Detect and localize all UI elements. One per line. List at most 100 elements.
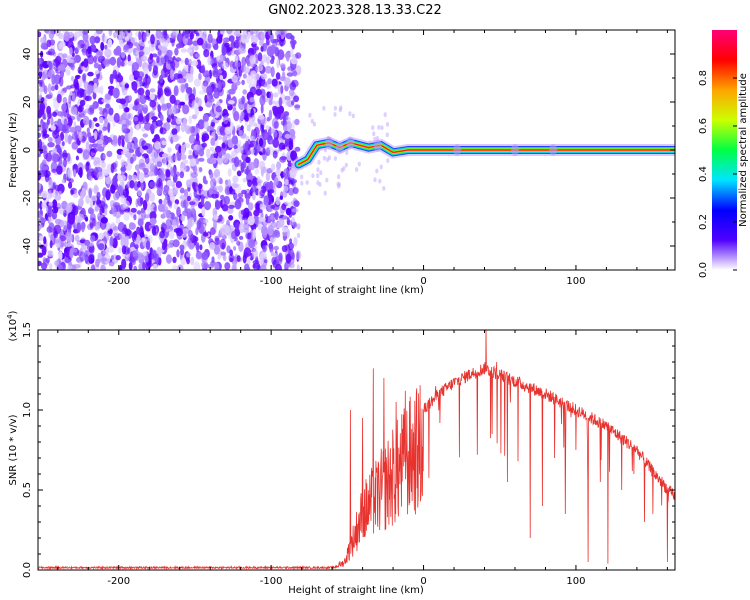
noise-speckle <box>258 115 265 120</box>
noise-speckle <box>297 233 300 238</box>
noise-speckle <box>90 36 96 45</box>
noise-speckle <box>270 33 274 43</box>
noise-speckle <box>189 59 192 67</box>
noise-speckle <box>254 169 259 175</box>
noise-speckle <box>85 195 90 204</box>
noise-speckle <box>85 217 88 222</box>
noise-speckle <box>262 245 267 253</box>
noise-speckle <box>270 237 274 243</box>
noise-speckle <box>286 51 290 62</box>
noise-speckle <box>175 57 181 61</box>
noise-speckle <box>241 209 247 215</box>
noise-speckle <box>51 169 57 173</box>
noise-speckle <box>131 250 138 261</box>
noise-speckle <box>81 222 85 233</box>
noise-speckle <box>317 160 320 165</box>
noise-speckle <box>180 195 187 199</box>
noise-speckle <box>259 255 263 265</box>
noise-speckle <box>96 51 103 60</box>
noise-speckle <box>88 254 94 264</box>
noise-speckle <box>116 46 122 56</box>
noise-speckle <box>230 258 234 262</box>
noise-speckle <box>67 59 74 63</box>
noise-speckle <box>56 165 63 174</box>
noise-speckle <box>218 81 222 91</box>
noise-speckle <box>255 46 259 50</box>
spectrogram-y-tick-label: 40 <box>22 48 33 61</box>
noise-speckle <box>172 134 179 142</box>
noise-speckle <box>212 71 218 78</box>
noise-speckle <box>204 180 208 184</box>
noise-speckle <box>68 182 72 189</box>
noise-speckle <box>166 169 171 177</box>
noise-speckle <box>202 252 209 260</box>
noise-speckle <box>55 84 59 90</box>
noise-speckle <box>210 182 214 189</box>
noise-speckle <box>292 222 297 228</box>
noise-speckle <box>189 201 195 205</box>
noise-speckle <box>95 123 100 127</box>
noise-speckle <box>216 55 223 62</box>
noise-speckle <box>143 133 149 137</box>
noise-speckle <box>220 228 226 236</box>
noise-speckle <box>105 176 111 184</box>
snr-y-multiplier-base: (x10 <box>8 319 19 342</box>
noise-speckle <box>41 191 48 199</box>
noise-speckle <box>139 255 146 262</box>
noise-speckle <box>63 97 68 104</box>
noise-speckle <box>386 132 389 137</box>
noise-speckle <box>239 130 242 136</box>
noise-speckle <box>190 205 194 212</box>
noise-speckle <box>119 39 123 45</box>
snr-y-tick-label: 1.0 <box>22 402 33 418</box>
noise-speckle <box>292 208 299 212</box>
noise-speckle <box>273 93 279 98</box>
noise-speckle <box>73 264 80 269</box>
noise-speckle <box>322 106 325 111</box>
noise-speckle <box>264 259 268 263</box>
noise-speckle <box>145 155 150 164</box>
noise-speckle <box>107 39 112 48</box>
noise-speckle <box>261 225 267 236</box>
noise-speckle <box>51 86 55 91</box>
noise-speckle <box>133 266 137 273</box>
noise-speckle <box>337 184 340 189</box>
noise-speckle <box>70 127 76 133</box>
noise-speckle <box>88 176 92 181</box>
noise-speckle <box>214 169 220 177</box>
noise-speckle <box>219 34 222 43</box>
noise-speckle <box>86 161 90 166</box>
noise-speckle <box>286 33 293 39</box>
noise-speckle <box>137 196 143 206</box>
noise-speckle <box>242 29 248 38</box>
noise-speckle <box>135 164 140 170</box>
noise-speckle <box>276 161 280 170</box>
noise-speckle <box>377 125 380 130</box>
noise-speckle <box>306 180 309 185</box>
noise-speckle <box>50 125 55 131</box>
noise-speckle <box>271 257 276 265</box>
noise-speckle <box>63 150 68 160</box>
noise-speckle <box>323 156 326 161</box>
noise-speckle <box>172 257 176 263</box>
noise-speckle <box>38 139 42 150</box>
noise-speckle <box>188 218 193 228</box>
noise-speckle <box>170 69 174 80</box>
noise-speckle <box>79 167 83 178</box>
noise-speckle <box>112 207 117 216</box>
noise-speckle <box>288 141 293 151</box>
noise-speckle <box>380 165 383 170</box>
spectrogram-panel: -200 -100 0 100 -40-2002040 Height of strai… <box>8 25 675 296</box>
noise-speckle <box>41 97 45 102</box>
noise-speckle <box>223 255 227 261</box>
noise-speckle <box>51 74 55 85</box>
noise-speckle <box>316 173 319 178</box>
noise-speckle <box>209 242 215 250</box>
noise-speckle <box>48 179 53 189</box>
noise-speckle <box>76 156 79 161</box>
noise-speckle <box>293 95 299 102</box>
noise-speckle <box>142 146 148 150</box>
noise-speckle <box>176 118 182 125</box>
noise-speckle <box>280 85 283 94</box>
noise-speckle <box>73 107 77 114</box>
